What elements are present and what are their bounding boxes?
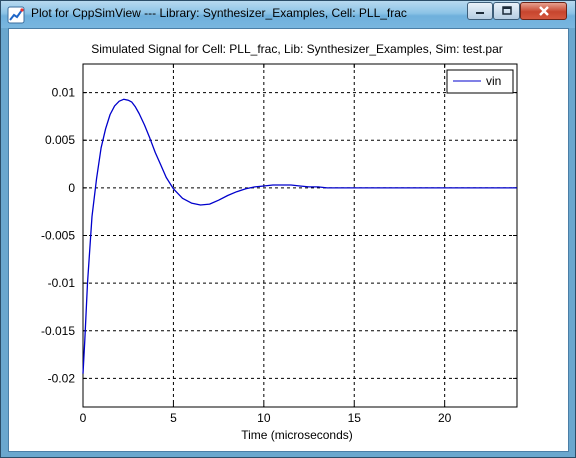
matplotlib-app-icon — [7, 6, 25, 24]
legend: vin — [446, 69, 514, 94]
chart-title: Simulated Signal for Cell: PLL_frac, Lib… — [91, 42, 503, 56]
y-tick-label: -0.01 — [48, 276, 76, 290]
window-title: Plot for CppSimView --- Library: Synthes… — [31, 6, 407, 20]
y-tick-label: 0.005 — [45, 133, 75, 147]
y-tick-label: -0.02 — [48, 371, 76, 385]
x-tick-label: 5 — [170, 411, 177, 425]
x-tick-label: 20 — [438, 411, 452, 425]
x-axis-label: Time (microseconds) — [241, 428, 353, 442]
x-tick-label: 15 — [348, 411, 362, 425]
x-tick-label: 10 — [257, 411, 271, 425]
y-tick-label: -0.015 — [41, 324, 75, 338]
title-bar[interactable]: Plot for CppSimView --- Library: Synthes… — [1, 1, 575, 28]
x-tick-label: 0 — [80, 411, 87, 425]
maximize-button[interactable] — [493, 2, 520, 20]
legend-label-vin: vin — [486, 74, 501, 88]
minimize-icon — [476, 12, 484, 14]
y-tick-label: 0 — [68, 181, 75, 195]
y-tick-label: -0.005 — [41, 229, 75, 243]
close-button[interactable] — [520, 2, 567, 20]
close-icon — [538, 6, 549, 16]
line-chart: Simulated Signal for Cell: PLL_frac, Lib… — [41, 42, 518, 442]
series-line-vin — [82, 98, 517, 374]
maximize-icon — [501, 6, 512, 15]
y-tick-label: 0.01 — [52, 86, 76, 100]
figure-canvas: Simulated Signal for Cell: PLL_frac, Lib… — [8, 28, 569, 452]
minimize-button[interactable] — [467, 2, 493, 20]
